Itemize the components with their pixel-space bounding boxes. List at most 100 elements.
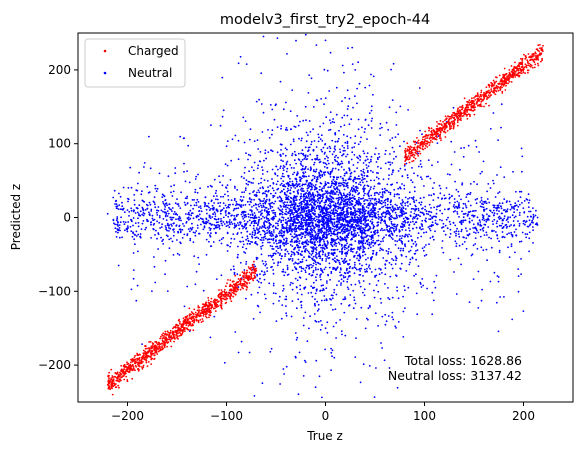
neutral-point [214,213,217,215]
neutral-point [520,190,523,193]
neutral-point [297,227,300,230]
neutral-point [370,215,372,218]
neutral-point [253,194,256,197]
neutral-point [206,212,208,215]
neutral-point [372,241,374,244]
neutral-point [254,232,257,235]
neutral-point [291,224,294,227]
neutral-point [298,198,301,201]
neutral-point [488,215,491,218]
neutral-point [471,219,473,222]
neutral-point [170,208,172,211]
neutral-point [195,201,198,204]
neutral-point [295,177,297,180]
neutral-point [369,220,372,223]
neutral-point [232,209,235,212]
neutral-point [315,257,318,259]
neutral-point [224,212,227,214]
neutral-point [355,337,357,339]
neutral-point [259,160,262,163]
neutral-point [453,271,455,273]
neutral-point [212,206,215,209]
neutral-point [326,331,329,334]
neutral-point [305,210,308,212]
neutral-point [353,235,356,238]
neutral-point [472,214,474,217]
neutral-point [168,227,170,229]
neutral-point [305,214,308,217]
neutral-point [388,367,391,369]
neutral-point [480,224,483,227]
neutral-point [143,162,146,164]
neutral-point [268,232,271,235]
neutral-point [216,210,219,213]
neutral-point [219,124,222,127]
neutral-point [350,118,353,121]
neutral-point [177,230,179,233]
neutral-point [324,255,327,257]
neutral-point [312,264,314,267]
neutral-point [354,216,356,219]
neutral-point [372,231,375,233]
neutral-point [316,225,319,228]
neutral-point [122,186,125,189]
neutral-point [240,206,243,208]
neutral-point [211,223,214,226]
neutral-point [252,204,255,207]
neutral-point [329,176,332,178]
neutral-point [164,225,167,227]
neutral-point [248,170,251,173]
neutral-point [387,128,390,131]
neutral-point [390,236,393,239]
neutral-point [486,219,489,221]
neutral-point [220,238,223,241]
neutral-point [223,361,226,364]
neutral-point [307,240,310,243]
neutral-point [481,214,484,216]
neutral-point [344,296,346,298]
neutral-point [404,229,407,232]
neutral-point [254,236,257,239]
neutral-point [243,216,246,219]
neutral-point [190,212,193,215]
neutral-point [498,218,501,220]
neutral-point [226,190,229,193]
neutral-point [293,196,295,199]
neutral-point [298,234,301,236]
neutral-point [413,212,416,215]
neutral-point [316,176,318,179]
neutral-point [188,230,191,233]
neutral-point [415,250,417,252]
neutral-point [399,186,401,189]
neutral-point [138,171,141,174]
neutral-point [203,205,206,208]
neutral-point [251,166,253,169]
neutral-point [432,199,435,202]
neutral-point [355,318,358,320]
neutral-point [305,192,308,194]
neutral-point [343,262,345,264]
neutral-point [366,229,369,232]
neutral-point [350,226,353,229]
neutral-point [265,206,268,209]
neutral-point [242,227,244,230]
neutral-point [333,205,336,208]
neutral-point [325,231,328,234]
neutral-point [389,275,392,278]
neutral-point [351,151,354,154]
neutral-point [378,267,380,270]
neutral-point [332,178,335,181]
neutral-point [320,171,323,173]
neutral-point [320,134,323,137]
neutral-point [321,257,324,260]
neutral-point [384,263,387,266]
neutral-point [383,199,386,202]
neutral-point [325,287,328,290]
neutral-point [176,214,179,216]
neutral-point [507,246,509,249]
neutral-point [332,201,335,203]
neutral-point [337,156,339,159]
neutral-point [325,260,327,262]
neutral-point [389,153,391,155]
neutral-point [477,223,479,226]
